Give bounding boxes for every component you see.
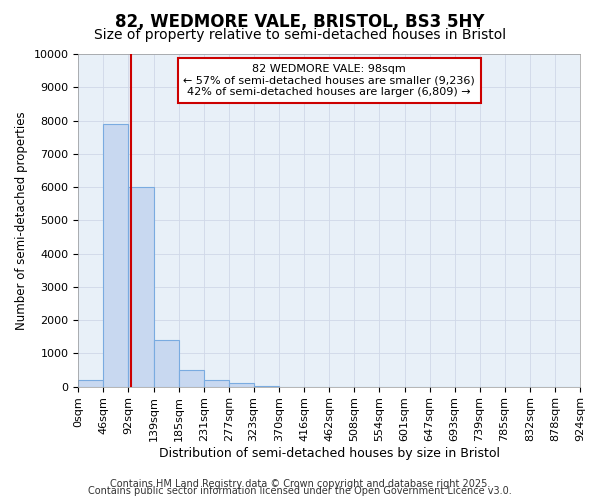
Bar	[103, 124, 128, 386]
Text: Contains HM Land Registry data © Crown copyright and database right 2025.: Contains HM Land Registry data © Crown c…	[110, 479, 490, 489]
Bar	[204, 380, 229, 386]
Bar	[128, 187, 154, 386]
Bar	[78, 380, 103, 386]
Y-axis label: Number of semi-detached properties: Number of semi-detached properties	[15, 111, 28, 330]
X-axis label: Distribution of semi-detached houses by size in Bristol: Distribution of semi-detached houses by …	[158, 447, 500, 460]
Bar	[229, 383, 254, 386]
Text: Size of property relative to semi-detached houses in Bristol: Size of property relative to semi-detach…	[94, 28, 506, 42]
Bar	[179, 370, 204, 386]
Text: 82 WEDMORE VALE: 98sqm
← 57% of semi-detached houses are smaller (9,236)
42% of : 82 WEDMORE VALE: 98sqm ← 57% of semi-det…	[183, 64, 475, 97]
Text: Contains public sector information licensed under the Open Government Licence v3: Contains public sector information licen…	[88, 486, 512, 496]
Text: 82, WEDMORE VALE, BRISTOL, BS3 5HY: 82, WEDMORE VALE, BRISTOL, BS3 5HY	[115, 12, 485, 30]
Bar	[154, 340, 179, 386]
